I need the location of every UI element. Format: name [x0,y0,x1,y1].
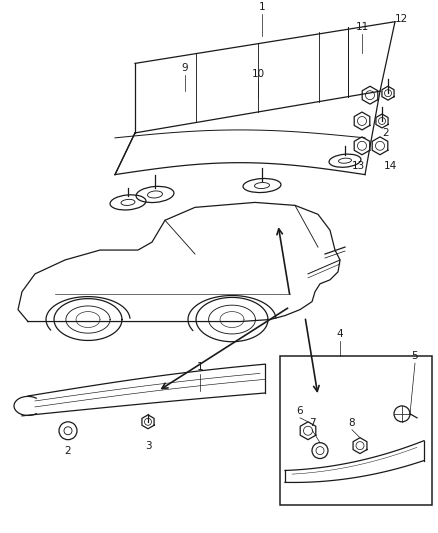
Text: 12: 12 [395,14,408,24]
Text: 1: 1 [259,2,265,12]
Text: 3: 3 [145,441,151,451]
Text: 7: 7 [309,418,315,428]
Text: 9: 9 [182,63,188,74]
Text: 10: 10 [251,69,265,79]
Text: 11: 11 [355,22,369,31]
Text: 6: 6 [297,406,303,416]
Bar [280,356,432,505]
Text: 13: 13 [351,161,364,171]
Text: 2: 2 [382,128,389,138]
Text: 4: 4 [337,329,343,340]
Text: 8: 8 [349,418,355,428]
Text: 14: 14 [383,161,397,171]
Text: 5: 5 [412,351,418,361]
Text: 1: 1 [197,362,203,372]
Text: 2: 2 [65,446,71,456]
